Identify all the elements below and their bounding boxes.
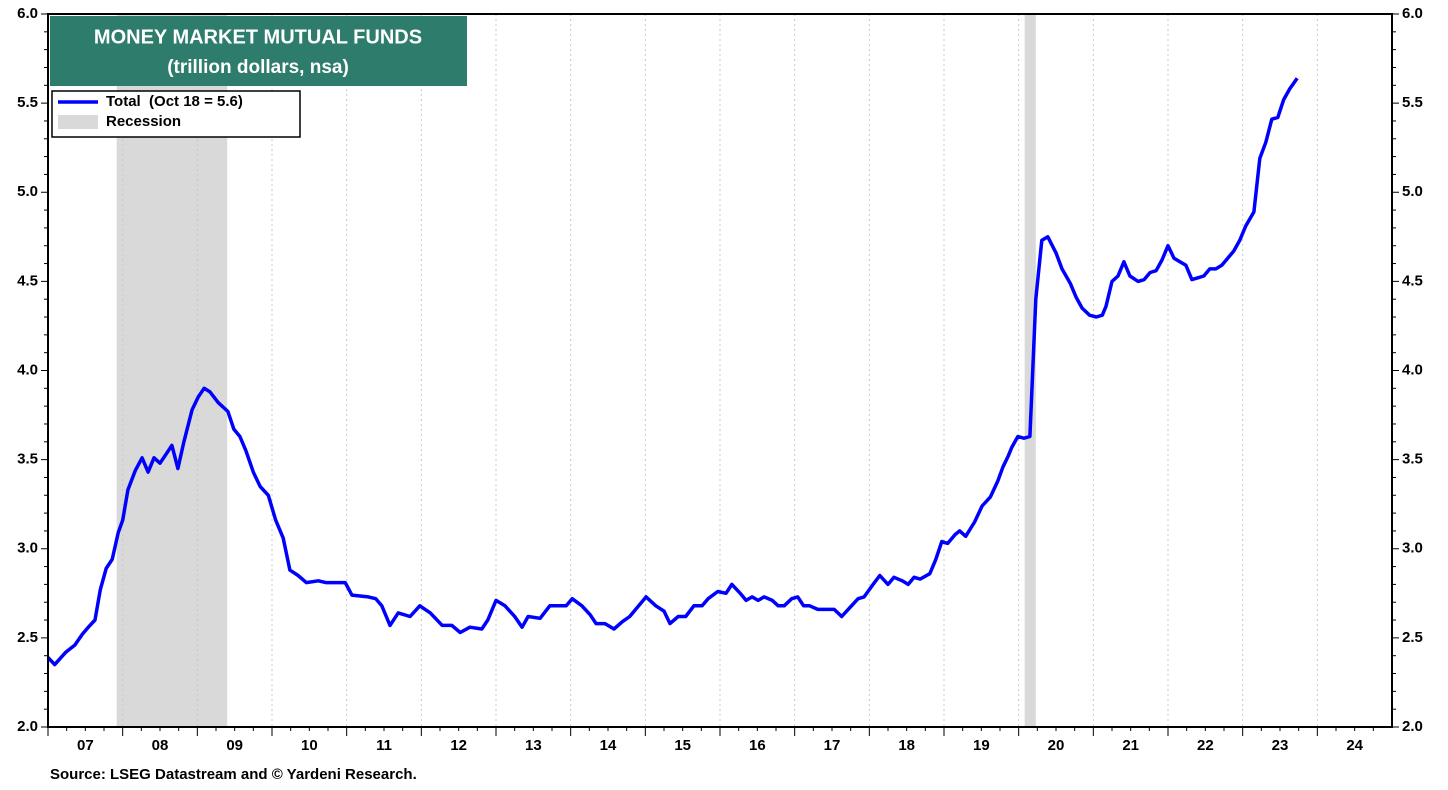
x-tick-label: 08: [152, 737, 169, 754]
x-tick-label: 15: [674, 737, 691, 754]
y2-tick-label: 3.0: [1402, 540, 1423, 557]
y2-tick-label: 3.5: [1402, 451, 1423, 468]
chart-subtitle: (trillion dollars, nsa): [167, 57, 349, 78]
x-tick-label: 24: [1346, 737, 1363, 754]
legend: Total (Oct 18 = 5.6) Recession: [51, 90, 301, 138]
recession-band: [1024, 14, 1036, 727]
x-tick-label: 22: [1197, 737, 1214, 754]
legend-label: Total (Oct 18 = 5.6): [106, 93, 243, 110]
y2-tick-label: 4.5: [1402, 272, 1423, 289]
x-tick-label: 12: [450, 737, 467, 754]
y-tick-label: 3.5: [17, 451, 38, 468]
y2-tick-label: 5.0: [1402, 183, 1423, 200]
x-tick-label: 20: [1048, 737, 1065, 754]
x-tick-label: 07: [77, 737, 94, 754]
x-tick-label: 19: [973, 737, 990, 754]
x-tick-label: 13: [525, 737, 542, 754]
x-tick-label: 11: [376, 737, 392, 754]
source: Source: LSEG Datastream and © Yardeni Re…: [50, 766, 417, 783]
y2-tick-label: 2.0: [1402, 718, 1423, 735]
y-tick-label: 2.5: [17, 629, 38, 646]
x-tick-label: 23: [1272, 737, 1289, 754]
x-tick-label: 09: [226, 737, 243, 754]
y2-tick-label: 2.5: [1402, 629, 1423, 646]
x-tick-label: 14: [600, 737, 617, 754]
x-tick-label: 17: [824, 737, 841, 754]
x-tick-label: 21: [1122, 737, 1139, 754]
chart-title: MONEY MARKET MUTUAL FUNDS: [94, 26, 422, 48]
y-tick-label: 5.0: [17, 183, 38, 200]
x-tick-label: 18: [898, 737, 915, 754]
plot-frame: [47, 13, 1393, 728]
y2-tick-label: 6.0: [1402, 5, 1423, 22]
y-tick-label: 2.0: [17, 718, 38, 735]
y2-tick-label: 5.5: [1402, 94, 1423, 111]
title-box: [50, 16, 467, 86]
legend-label: Recession: [106, 113, 181, 130]
legend-swatch: [58, 115, 98, 129]
series-line: [46, 77, 1299, 667]
y-tick-label: 4.5: [17, 272, 38, 289]
y-tick-label: 6.0: [17, 5, 38, 22]
y-tick-label: 4.0: [17, 361, 38, 378]
legend-box: [51, 90, 301, 138]
y-tick-label: 3.0: [17, 540, 38, 557]
y-tick-label: 5.5: [17, 94, 38, 111]
x-tick-label: 16: [749, 737, 766, 754]
y2-tick-label: 4.0: [1402, 361, 1423, 378]
x-tick-label: 10: [301, 737, 318, 754]
